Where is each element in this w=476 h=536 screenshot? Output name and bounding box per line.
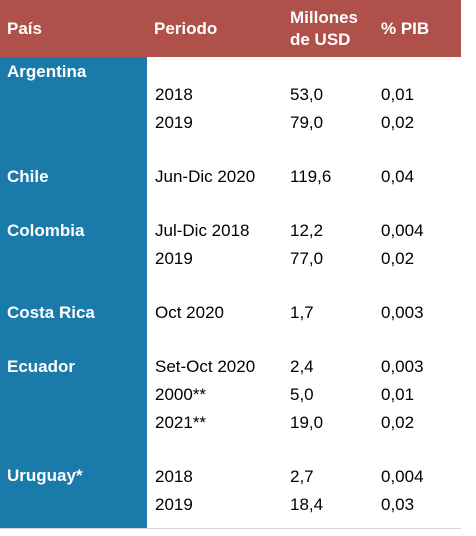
header-millions: Millones de USD (290, 7, 358, 51)
pib-cell: 0,02 (381, 413, 415, 432)
header-country: País (7, 19, 42, 38)
pib-cell: 0,003 (381, 303, 424, 322)
millions-cell: 19,0 (290, 413, 324, 432)
millions-cell: 12,2 (290, 221, 324, 240)
header-millions-line1: Millones (290, 8, 359, 27)
millions-cell: 53,0 (290, 85, 324, 104)
pib-cell: 0,004 (381, 467, 424, 486)
period-cell: Oct 2020 (155, 303, 224, 322)
period-cell: 2019 (155, 495, 193, 514)
country-colombia: Colombia (7, 221, 85, 240)
pib-cell: 0,004 (381, 221, 424, 240)
millions-cell: 2,7 (290, 467, 314, 486)
country-ecuador: Ecuador (7, 357, 76, 376)
period-cell: 2000** (155, 385, 207, 404)
period-cell: 2021** (155, 413, 207, 432)
country-uruguay: Uruguay* (7, 466, 83, 485)
values-area (147, 57, 461, 529)
period-cell: Set-Oct 2020 (155, 357, 256, 376)
header-period: Periodo (154, 19, 218, 38)
pib-cell: 0,02 (381, 113, 415, 132)
period-cell: 2019 (155, 249, 193, 268)
millions-cell: 5,0 (290, 385, 314, 404)
millions-cell: 2,4 (290, 357, 314, 376)
country-costa-rica: Costa Rica (7, 303, 95, 322)
period-cell: 2018 (155, 467, 193, 486)
country-column (0, 57, 147, 529)
period-cell: Jun-Dic 2020 (155, 167, 256, 186)
millions-cell: 1,7 (290, 303, 314, 322)
header-pib: % PIB (381, 19, 430, 38)
millions-cell: 119,6 (290, 167, 332, 186)
country-chile: Chile (7, 167, 49, 186)
pib-cell: 0,01 (381, 385, 415, 404)
millions-cell: 77,0 (290, 249, 324, 268)
pib-cell: 0,04 (381, 167, 415, 186)
header-millions-line2: de USD (290, 30, 351, 49)
country-argentina: Argentina (7, 62, 87, 81)
millions-cell: 79,0 (290, 113, 324, 132)
period-cell: 2018 (155, 85, 193, 104)
pib-cell: 0,02 (381, 249, 415, 268)
table-header: País Periodo Millones de USD % PIB (0, 0, 461, 57)
millions-cell: 18,4 (290, 495, 324, 514)
period-cell: Jul-Dic 2018 (155, 221, 250, 240)
pib-cell: 0,01 (381, 85, 415, 104)
data-table: País Periodo Millones de USD % PIB Argen… (0, 0, 461, 529)
period-cell: 2019 (155, 113, 193, 132)
pib-cell: 0,003 (381, 357, 424, 376)
pib-cell: 0,03 (381, 495, 415, 514)
table-bottom-border (0, 528, 461, 529)
